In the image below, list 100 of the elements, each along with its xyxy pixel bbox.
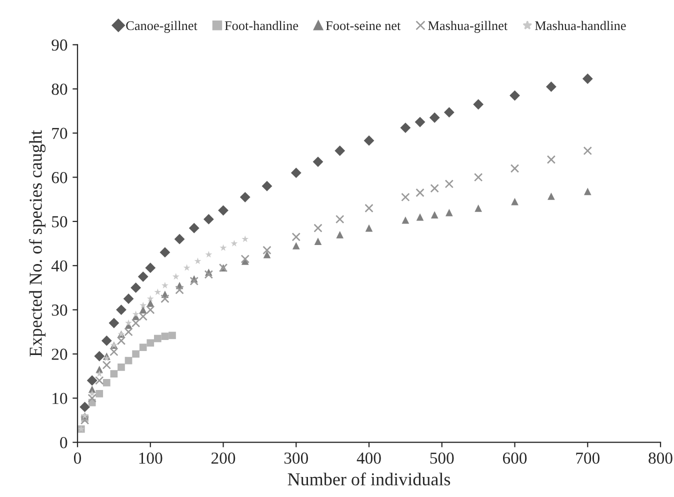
x-tick-label: 300 [284,452,308,464]
y-tick-label: 0 [60,437,68,448]
y-tick-label: 40 [51,260,68,272]
point [168,332,176,340]
point [430,211,438,218]
point [132,350,140,358]
point [125,319,132,326]
point [203,214,214,224]
point [80,416,90,425]
point [154,288,162,296]
point [96,390,104,398]
point [292,242,300,250]
point [546,155,556,164]
point [102,379,110,386]
x-tick-label: 800 [648,452,672,464]
point [131,318,140,328]
point [402,216,410,224]
point [101,336,112,346]
point [240,192,250,202]
x-tick-label: 0 [74,452,82,464]
point [146,305,155,314]
y-tick-label: 60 [52,172,68,184]
point [334,146,346,156]
point [474,172,483,182]
point [263,250,271,258]
point [364,135,374,146]
point [205,250,212,258]
point [364,204,374,213]
y-tick-label: 70 [52,128,68,140]
point [546,82,556,92]
y-tick-label: 20 [52,348,68,360]
point [124,356,132,364]
point [96,370,103,377]
point [314,238,322,245]
point [314,224,322,232]
point [444,107,454,118]
point [160,247,170,258]
point [146,339,154,347]
y-tick-label: 80 [52,84,68,95]
point [86,375,98,386]
legend-label: Mashua-gillnet [428,20,508,33]
x-tick-label: 400 [356,452,381,464]
point [139,344,147,352]
y-tick-label: 90 [52,39,68,51]
point [110,370,118,378]
point [548,192,555,200]
point [446,208,453,216]
point [242,235,249,242]
x-axis-title: Number of individuals [288,472,450,486]
point [175,286,184,294]
legend-label: Foot-seine net [326,21,401,30]
x-tick-label: 200 [211,452,236,464]
point [510,90,520,101]
x-tick-label: 700 [576,452,600,464]
point [116,336,126,346]
x-tick-label: 500 [430,452,454,464]
point [416,188,424,198]
point [146,295,154,302]
legend-label: Foot-handline [224,20,298,30]
point [194,258,202,264]
point [161,282,168,288]
point [218,205,228,216]
point [429,112,440,123]
point [401,192,410,202]
point [582,74,593,84]
point [416,213,424,221]
point [102,360,112,370]
y-axis-title: Expected No. of species caught [28,130,46,357]
point [584,188,592,196]
point [474,204,482,212]
point [262,246,272,255]
point [160,294,170,304]
point [154,334,162,342]
point [511,198,518,206]
point [118,364,125,371]
point [190,276,198,286]
point [414,116,426,128]
point [335,214,344,224]
point [138,312,148,321]
point [94,350,105,362]
point [473,99,484,110]
point [183,264,190,271]
point [80,402,90,412]
point [220,244,227,251]
point [292,232,301,242]
y-tick-label: 50 [52,216,68,228]
legend-label: Canoe-gillnet [126,20,198,33]
x-tick-label: 100 [139,452,162,464]
point [88,394,96,403]
point [108,318,120,328]
y-tick-label: 10 [52,392,68,404]
point [312,156,324,167]
point [400,122,411,133]
point [95,376,104,385]
point [140,302,147,308]
point [123,294,134,304]
point [204,270,214,279]
point [510,164,520,173]
point [110,347,118,356]
point [88,390,96,397]
